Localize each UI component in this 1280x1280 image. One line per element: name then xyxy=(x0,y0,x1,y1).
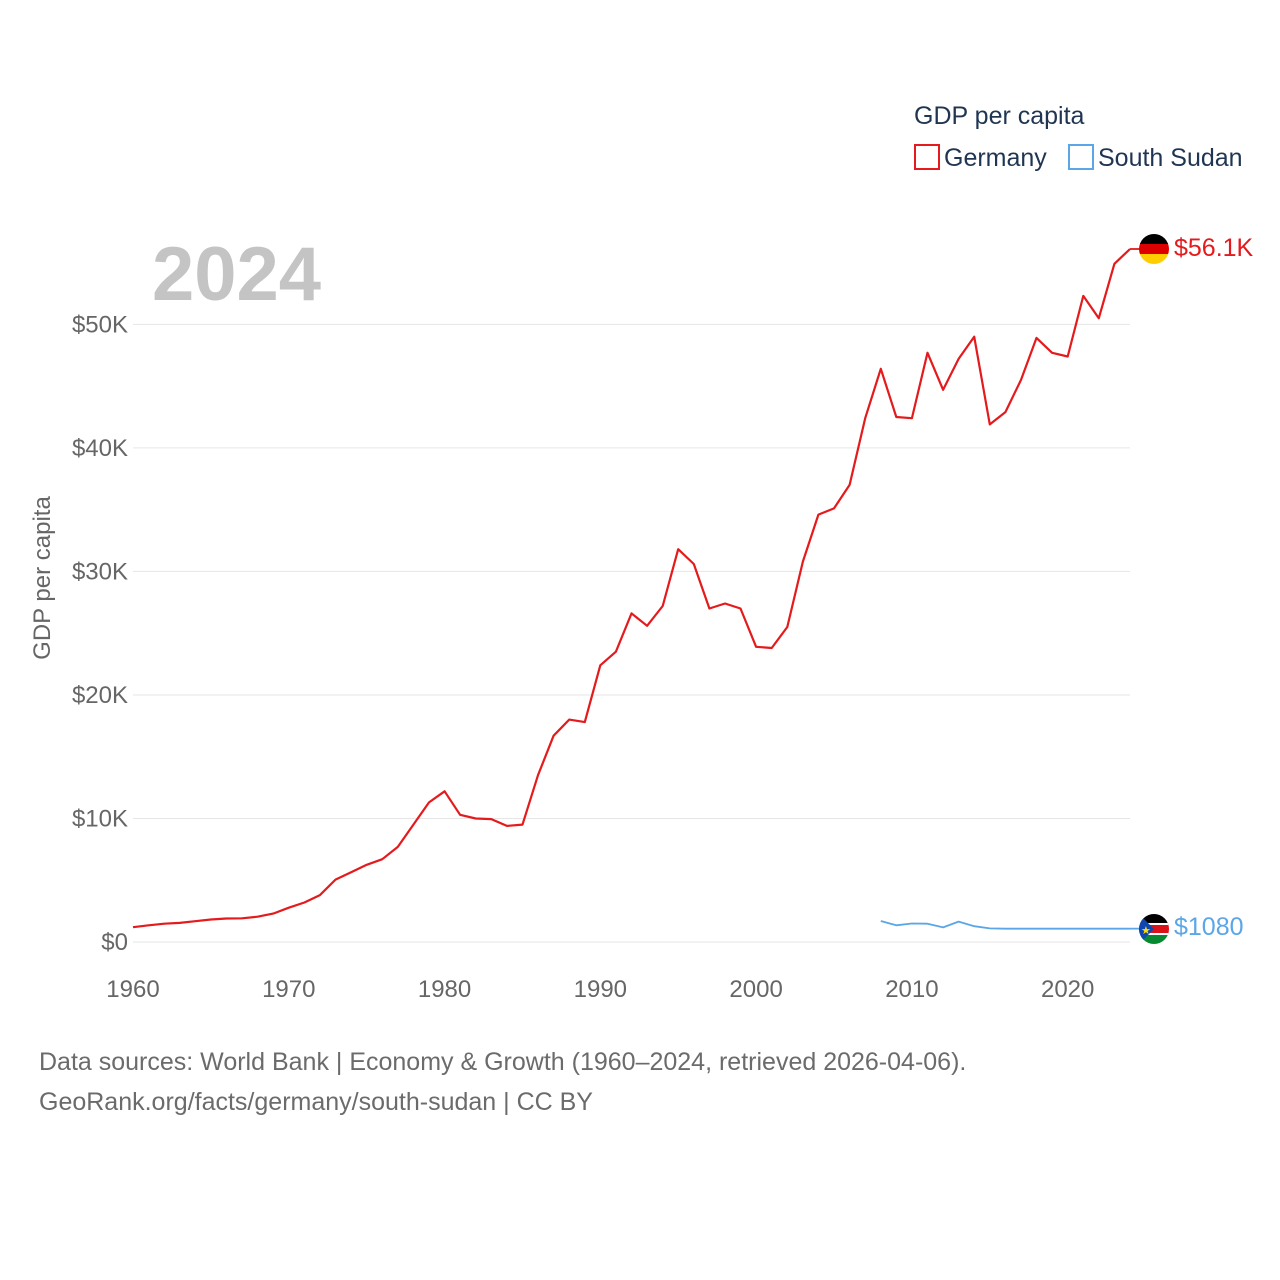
x-axis-ticks: 1960 1970 1980 1990 2000 2010 2020 xyxy=(106,976,1094,1003)
year-label: 2024 xyxy=(152,232,321,317)
y-tick-label: $40K xyxy=(72,435,128,462)
source-line-1: Data sources: World Bank | Economy & Gro… xyxy=(39,1048,967,1076)
legend-label-south-sudan: South Sudan xyxy=(1098,144,1243,172)
y-axis-title: GDP per capita xyxy=(29,496,56,660)
series-line-south-sudan xyxy=(880,920,1130,930)
x-tick-label: 2000 xyxy=(729,976,782,1003)
y-tick-label: $30K xyxy=(72,558,128,585)
legend-swatch-south-sudan xyxy=(1068,144,1094,170)
legend-title: GDP per capita xyxy=(914,102,1085,130)
south-sudan-flag-icon: ★ xyxy=(1139,914,1169,944)
legend-item-south-sudan[interactable]: South Sudan xyxy=(1068,144,1243,172)
legend-item-germany[interactable]: Germany xyxy=(914,144,1047,172)
legend-swatch-germany xyxy=(914,144,940,170)
gdp-line-chart: $0 $10K $20K $30K $40K $50K 1960 1970 1980 1990 2… xyxy=(29,102,1254,1003)
y-axis-ticks: $0 $10K $20K $30K $40K $50K xyxy=(72,311,128,956)
y-tick-label: $10K xyxy=(72,805,128,832)
x-tick-label: 1960 xyxy=(106,976,159,1003)
source-note: Data sources: World Bank | Economy & Gro… xyxy=(39,1042,1239,1122)
x-tick-label: 2020 xyxy=(1041,976,1094,1003)
y-tick-label: $20K xyxy=(72,682,128,709)
germany-end-label: $56.1K xyxy=(1174,234,1254,262)
south-sudan-end-marker: ★ $1080 xyxy=(1139,913,1244,944)
y-tick-label: $0 xyxy=(101,929,128,956)
x-tick-label: 2010 xyxy=(885,976,938,1003)
germany-flag-icon xyxy=(1139,234,1169,264)
germany-end-marker: $56.1K xyxy=(1139,234,1254,264)
x-tick-label: 1970 xyxy=(262,976,315,1003)
legend-label-germany: Germany xyxy=(944,144,1047,172)
series-line-germany xyxy=(132,248,1131,929)
south-sudan-end-label: $1080 xyxy=(1174,913,1244,941)
series-layer xyxy=(132,248,1140,930)
svg-text:★: ★ xyxy=(1141,924,1151,937)
x-tick-label: 1980 xyxy=(418,976,471,1003)
gridlines xyxy=(133,323,1130,943)
y-tick-label: $50K xyxy=(72,311,128,338)
legend: GDP per capita Germany South Sudan xyxy=(914,102,1243,172)
x-tick-label: 1990 xyxy=(574,976,627,1003)
source-line-2: GeoRank.org/facts/germany/south-sudan | … xyxy=(39,1088,593,1116)
